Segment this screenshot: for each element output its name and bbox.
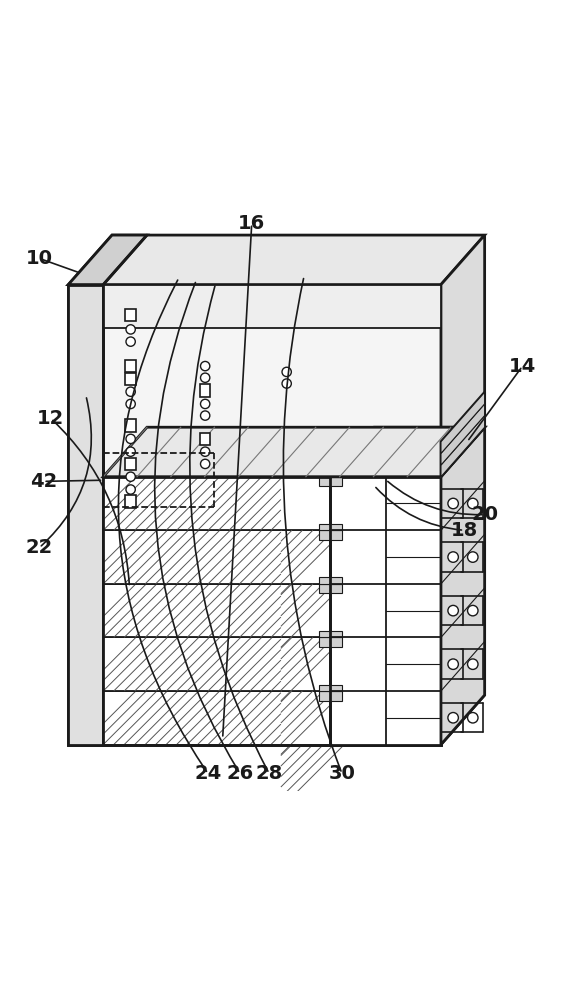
Text: 20: 20 <box>471 505 498 524</box>
Polygon shape <box>331 477 441 745</box>
Bar <box>104 530 331 584</box>
Circle shape <box>126 337 135 346</box>
Circle shape <box>467 605 478 616</box>
Polygon shape <box>441 235 484 745</box>
Circle shape <box>126 399 135 409</box>
Circle shape <box>448 498 459 509</box>
Text: 22: 22 <box>26 538 53 557</box>
Polygon shape <box>68 235 147 285</box>
Circle shape <box>126 325 135 334</box>
Circle shape <box>126 447 135 456</box>
Bar <box>200 433 211 445</box>
Polygon shape <box>441 392 484 453</box>
Polygon shape <box>441 427 484 745</box>
Circle shape <box>201 361 210 371</box>
Circle shape <box>126 387 135 396</box>
Polygon shape <box>331 427 484 477</box>
Circle shape <box>467 498 478 509</box>
Text: 10: 10 <box>26 249 53 268</box>
Circle shape <box>126 485 135 494</box>
Bar <box>125 360 136 372</box>
Circle shape <box>467 552 478 562</box>
Bar <box>125 419 136 432</box>
Circle shape <box>282 379 291 388</box>
Polygon shape <box>68 235 484 285</box>
Polygon shape <box>68 285 104 745</box>
Bar <box>319 637 342 647</box>
Circle shape <box>448 659 459 669</box>
Bar <box>104 584 331 637</box>
Circle shape <box>467 659 478 669</box>
Bar <box>319 685 342 691</box>
Polygon shape <box>68 285 441 745</box>
Circle shape <box>201 447 210 456</box>
Circle shape <box>448 552 459 562</box>
Circle shape <box>126 472 135 481</box>
Bar <box>319 524 342 530</box>
Bar <box>319 631 342 637</box>
Polygon shape <box>441 392 484 477</box>
Bar <box>104 477 331 530</box>
Polygon shape <box>441 404 484 465</box>
Bar <box>104 691 331 745</box>
Circle shape <box>201 399 210 409</box>
Text: 28: 28 <box>256 764 283 783</box>
Polygon shape <box>441 416 484 477</box>
Text: 42: 42 <box>30 472 57 491</box>
Text: 24: 24 <box>194 764 222 783</box>
Polygon shape <box>104 427 484 477</box>
Text: 30: 30 <box>329 764 356 783</box>
Text: 26: 26 <box>226 764 254 783</box>
Circle shape <box>126 434 135 444</box>
Circle shape <box>448 605 459 616</box>
Circle shape <box>282 367 291 377</box>
Text: 12: 12 <box>37 409 64 428</box>
Bar <box>319 530 342 540</box>
Bar <box>319 577 342 584</box>
Text: 16: 16 <box>238 214 266 233</box>
Circle shape <box>201 411 210 420</box>
Circle shape <box>201 373 210 382</box>
Circle shape <box>467 713 478 723</box>
Bar <box>104 637 331 691</box>
Bar <box>319 584 342 593</box>
Bar <box>125 309 136 321</box>
Bar <box>319 691 342 701</box>
Bar <box>125 373 136 385</box>
Text: 14: 14 <box>509 357 536 376</box>
Bar <box>125 495 136 508</box>
Polygon shape <box>104 285 441 328</box>
Circle shape <box>448 713 459 723</box>
Text: 18: 18 <box>450 521 478 540</box>
Bar <box>125 458 136 470</box>
Circle shape <box>201 459 210 469</box>
Bar <box>200 384 211 397</box>
Bar <box>319 477 342 486</box>
